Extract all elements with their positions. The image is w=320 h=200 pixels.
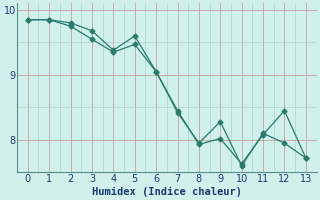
X-axis label: Humidex (Indice chaleur): Humidex (Indice chaleur)	[92, 186, 242, 197]
